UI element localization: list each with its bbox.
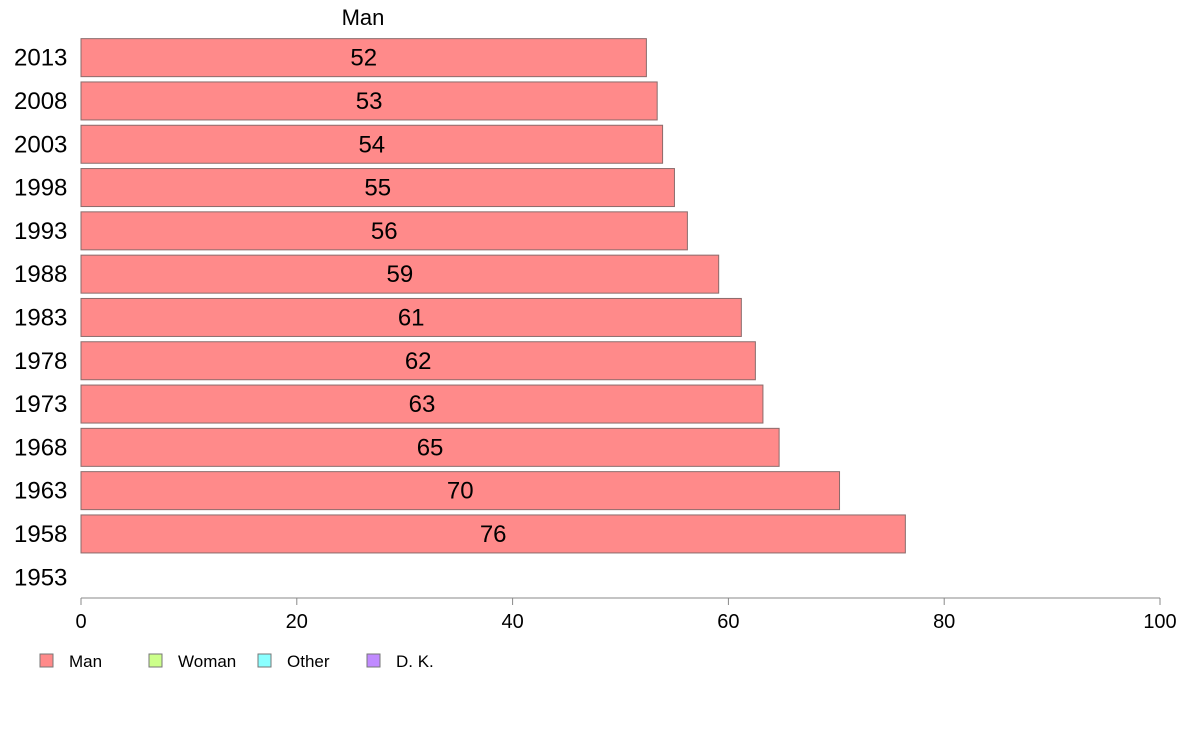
year-label: 1968 — [14, 434, 67, 461]
legend-label: Other — [287, 652, 330, 671]
legend-item: Man — [39, 652, 102, 671]
legend-label: D. K. — [396, 652, 434, 671]
legend-item: Woman — [148, 652, 236, 671]
bar — [80, 427, 780, 467]
bar-value-label: 56 — [371, 218, 398, 245]
bar-value-label: 54 — [358, 131, 385, 158]
bar-value-label: 63 — [409, 391, 436, 418]
x-tick-label: 0 — [75, 611, 86, 633]
bar — [80, 297, 742, 337]
bar — [80, 81, 658, 121]
legend-swatch — [148, 653, 163, 668]
bar-value-label: 70 — [447, 478, 474, 505]
bar-value-label: 53 — [356, 88, 383, 115]
legend: Man Woman Other D. K. — [39, 652, 434, 671]
bar-value-label: 62 — [405, 348, 432, 375]
year-label: 2008 — [14, 88, 67, 115]
legend-item: D. K. — [366, 652, 434, 671]
bar — [80, 38, 647, 78]
legend-swatch — [39, 653, 54, 668]
bar-value-label: 55 — [364, 175, 391, 202]
legend-swatch — [257, 653, 272, 668]
legend-label: Man — [69, 652, 102, 671]
legend-label: Woman — [178, 652, 236, 671]
year-label: 1983 — [14, 304, 67, 331]
year-label: 1953 — [14, 564, 67, 591]
bar — [80, 124, 664, 164]
bar — [80, 384, 764, 424]
x-tick-label: 100 — [1143, 611, 1176, 633]
year-label: 1993 — [14, 218, 67, 245]
bar-value-label: 61 — [398, 304, 425, 331]
bar-value-label: 52 — [350, 45, 377, 72]
bar — [80, 254, 720, 294]
x-tick-label: 60 — [717, 611, 739, 633]
bar — [80, 341, 756, 381]
bar-value-label: 65 — [417, 434, 444, 461]
x-tick-label: 80 — [933, 611, 955, 633]
series-title: Man — [342, 5, 385, 30]
x-axis: 0 20 40 60 80 100 — [75, 597, 1177, 633]
year-label: 1988 — [14, 261, 67, 288]
bar-value-label: 59 — [386, 261, 413, 288]
year-label: 1963 — [14, 478, 67, 505]
year-label: 2003 — [14, 131, 67, 158]
bar — [80, 168, 675, 208]
bars-group: 2013 52 2008 53 2003 54 1998 55 1993 56 1988 59 1983… — [14, 38, 906, 591]
year-label: 2013 — [14, 45, 67, 72]
legend-swatch — [366, 653, 381, 668]
x-tick-label: 20 — [286, 611, 308, 633]
bar-value-label: 76 — [480, 521, 507, 548]
year-label: 1958 — [14, 521, 67, 548]
year-label: 1973 — [14, 391, 67, 418]
x-tick-label: 40 — [501, 611, 523, 633]
year-label: 1998 — [14, 175, 67, 202]
legend-item: Other — [257, 652, 330, 671]
bar — [80, 514, 906, 554]
bar — [80, 211, 688, 251]
bar — [80, 471, 841, 511]
year-label: 1978 — [14, 348, 67, 375]
